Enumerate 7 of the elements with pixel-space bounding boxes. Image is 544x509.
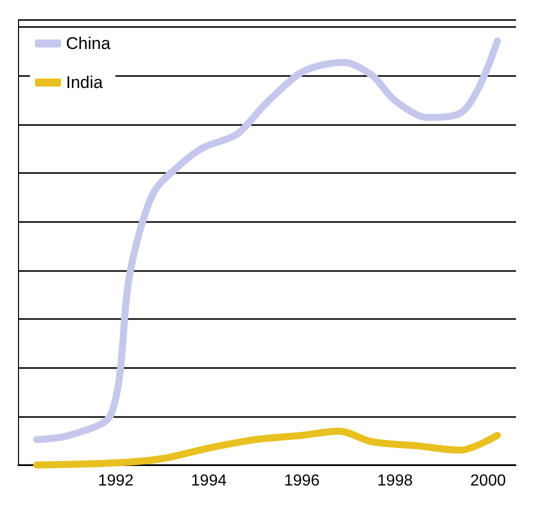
x-tick-label: 1996 (284, 472, 320, 490)
x-tick-label: 1994 (191, 472, 227, 490)
x-tick-label: 1992 (98, 472, 134, 490)
legend-label: India (66, 73, 104, 92)
x-tick-label: 2000 (470, 472, 506, 490)
x-tick-label: 1998 (377, 472, 413, 490)
legend-label: China (66, 34, 111, 53)
